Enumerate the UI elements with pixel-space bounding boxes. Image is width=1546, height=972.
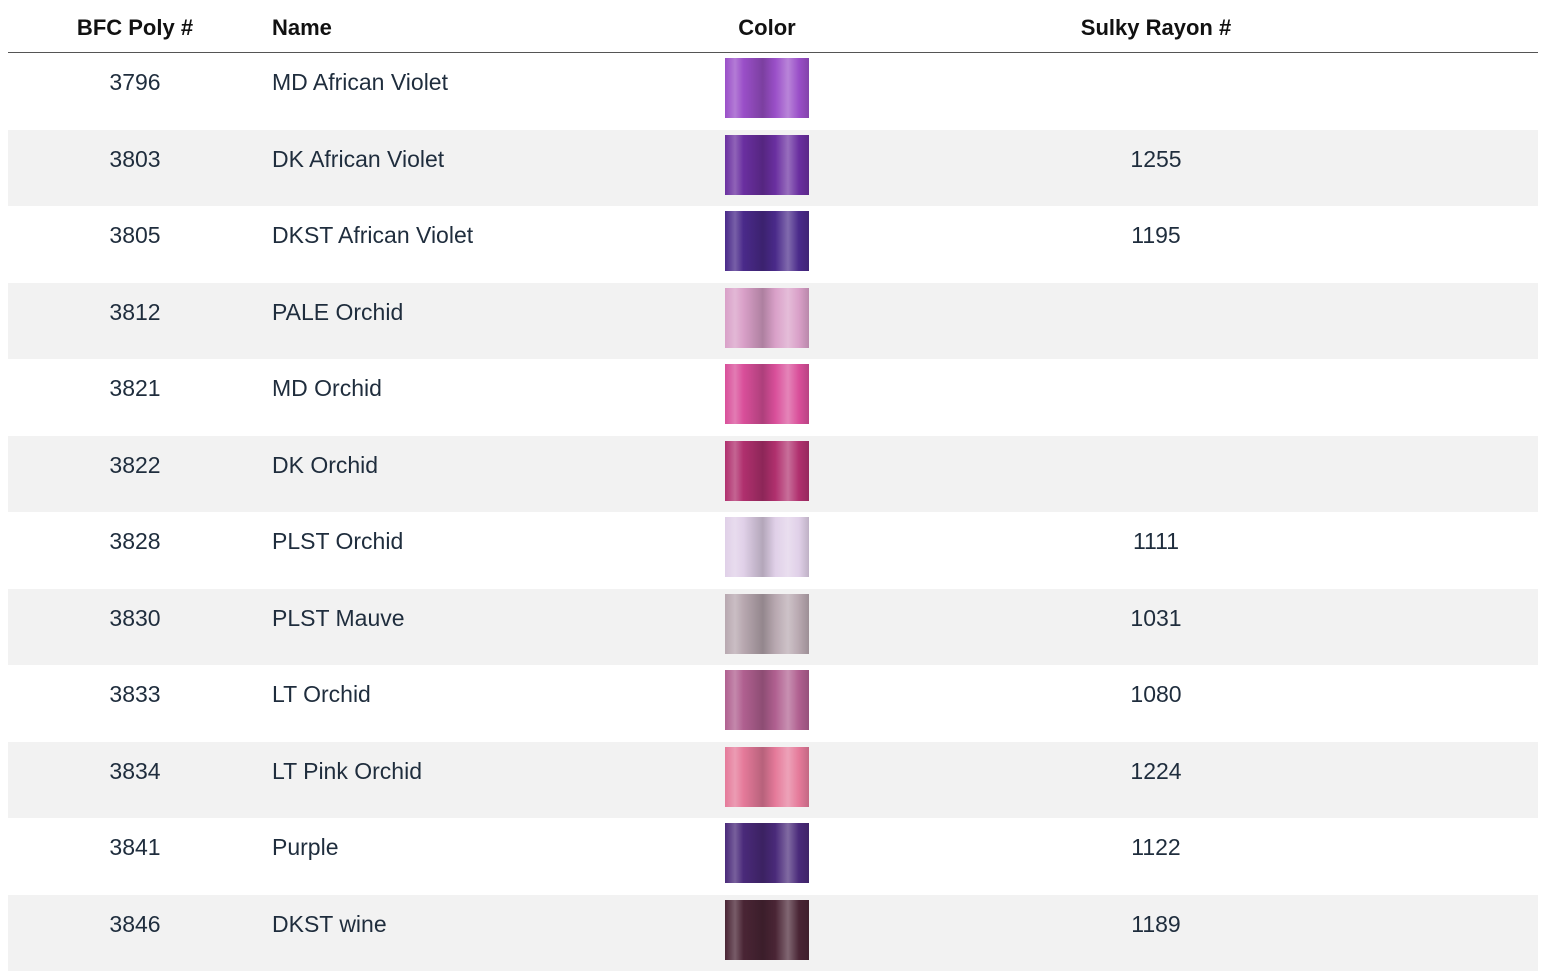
thread-swatch (725, 287, 809, 348)
column-header: Name (272, 15, 332, 40)
color-name: LT Pink Orchid (272, 757, 422, 784)
color-name: DKST African Violet (272, 222, 474, 248)
thread-swatch (725, 134, 809, 195)
column-header: Sulky Rayon # (1080, 15, 1232, 40)
sulky-number: 1031 (1130, 604, 1182, 631)
color-name: Purple (272, 834, 339, 860)
color-name: PALE Orchid (272, 298, 404, 325)
sulky-number: 1224 (1130, 757, 1182, 784)
poly-number: 3830 (109, 604, 161, 631)
thread-swatch (725, 823, 809, 883)
thread-swatch (725, 517, 809, 577)
thread-swatch (725, 364, 809, 424)
color-name: DK Orchid (272, 451, 379, 478)
sulky-number: 1111 (1132, 528, 1180, 554)
poly-number: 3822 (109, 451, 161, 478)
thread-swatch (725, 670, 809, 730)
sulky-number: 1195 (1131, 222, 1181, 248)
color-name: MD Orchid (272, 375, 382, 401)
column-header: Color (738, 15, 796, 40)
sulky-number: 1255 (1130, 145, 1182, 172)
thread-swatch (725, 746, 809, 807)
poly-number: 3796 (109, 69, 161, 95)
poly-number: 3803 (109, 145, 161, 172)
thread-swatch (725, 58, 809, 118)
color-name: PLST Mauve (272, 604, 405, 631)
color-name: DKST wine (272, 910, 387, 937)
poly-number: 3828 (109, 528, 161, 554)
poly-number: 3833 (109, 681, 161, 707)
color-name: MD African Violet (272, 69, 448, 95)
poly-number: 3812 (109, 298, 161, 325)
poly-number: 3805 (109, 222, 161, 248)
poly-number: 3846 (109, 910, 161, 937)
thread-swatch (725, 899, 809, 960)
sulky-number: 1122 (1131, 834, 1181, 860)
thread-swatch (725, 211, 809, 271)
column-header: BFC Poly # (76, 15, 194, 40)
poly-number: 3841 (109, 834, 161, 860)
poly-number: 3821 (109, 375, 161, 401)
thread-swatch (725, 440, 809, 501)
color-name: PLST Orchid (272, 528, 404, 554)
color-name: LT Orchid (272, 681, 371, 707)
sulky-number: 1189 (1131, 910, 1181, 937)
sulky-number: 1080 (1130, 681, 1182, 707)
color-name: DK African Violet (272, 145, 445, 172)
header-rule (8, 52, 1538, 53)
poly-number: 3834 (109, 757, 161, 784)
thread-swatch (725, 593, 809, 654)
